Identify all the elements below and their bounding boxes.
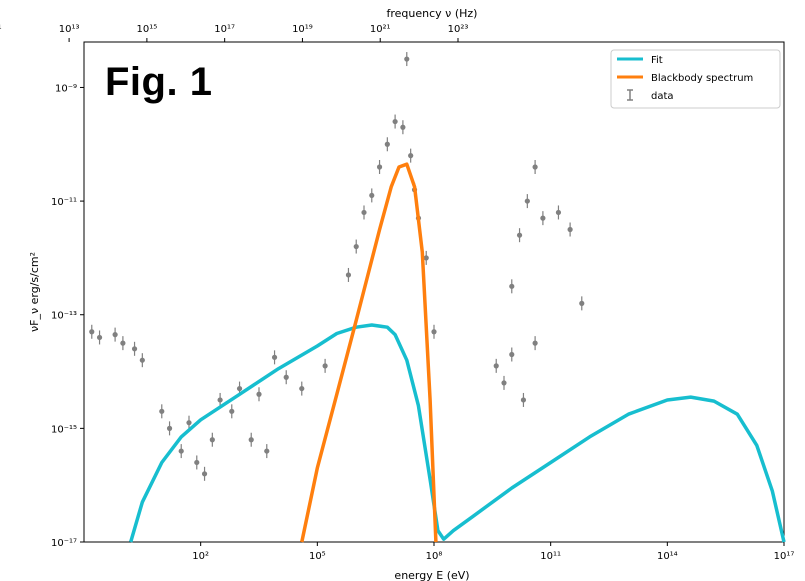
data-point — [400, 124, 406, 130]
data-point — [178, 448, 184, 454]
data-point — [186, 420, 192, 426]
fit-curve — [129, 323, 786, 543]
data-point — [567, 226, 573, 233]
data-point — [248, 437, 254, 443]
y-tick-label: 10⁻¹¹ — [51, 197, 77, 208]
data-point — [345, 272, 352, 278]
data-point — [392, 118, 398, 125]
data-point — [112, 332, 118, 338]
data-point — [96, 334, 103, 341]
data-point — [579, 300, 585, 306]
data-point — [139, 357, 145, 363]
data-point — [256, 391, 262, 397]
data-point — [264, 448, 270, 454]
top-tick-label: 10¹⁹ — [292, 24, 313, 35]
x-tick-label: 10¹⁴ — [657, 551, 678, 562]
top-tick-label: 10²¹ — [370, 24, 391, 35]
data-point — [229, 408, 235, 414]
x-tick-label: 10² — [192, 551, 209, 562]
top-tick-label: 10¹³ — [59, 24, 80, 35]
data-point — [209, 437, 215, 443]
y-tick-label: 10⁻¹⁵ — [51, 424, 77, 435]
top-axis-title: frequency ν (Hz) — [387, 7, 478, 20]
data-point — [120, 340, 126, 346]
data-point — [423, 255, 429, 261]
data-point — [89, 329, 95, 335]
data-point — [493, 363, 499, 369]
data-point — [384, 141, 390, 147]
data-point — [271, 354, 278, 360]
data-point — [509, 283, 515, 289]
data-point — [501, 380, 507, 386]
data-point — [376, 164, 383, 170]
data-point — [201, 471, 208, 477]
y-tick-label: 10⁻⁹ — [55, 83, 77, 94]
data-point — [408, 153, 414, 159]
x-tick-label: 10⁸ — [426, 551, 443, 562]
data-point — [532, 340, 538, 346]
data-point — [131, 346, 138, 352]
y-axis-title: νF_ν erg/s/cm² — [28, 252, 41, 332]
data-point — [520, 397, 527, 403]
legend: Fit Blackbody spectrum data — [610, 49, 781, 109]
data-point — [194, 459, 200, 466]
blackbody-curve — [300, 162, 438, 543]
data-point — [361, 209, 367, 216]
data-point — [540, 215, 546, 221]
data-point — [159, 408, 165, 414]
data-point — [532, 164, 538, 170]
top-tick-label: 10¹⁵ — [137, 24, 158, 35]
data-point — [217, 397, 223, 403]
data-point — [524, 198, 530, 204]
data-point — [369, 192, 375, 199]
legend-data-label: data — [651, 91, 674, 102]
data-point — [166, 425, 173, 431]
y-tick-label: 10⁻¹⁷ — [51, 538, 77, 549]
top-tick-label: 10¹⁷ — [214, 24, 235, 35]
legend-data-swatch — [627, 89, 633, 101]
top-tick-label: 10²³ — [448, 24, 469, 35]
data-point — [431, 329, 437, 335]
x-tick-label: 10⁵ — [309, 551, 326, 562]
x-axis-title: energy E (eV) — [394, 569, 469, 581]
data-point — [555, 209, 562, 216]
top-tick-label: 10¹¹ — [0, 24, 2, 35]
data-point — [322, 363, 328, 369]
y-tick-label: 10⁻¹³ — [51, 311, 77, 322]
data-point — [299, 385, 305, 392]
x-tick-label: 10¹⁷ — [774, 551, 795, 562]
legend-fit-label: Fit — [651, 55, 663, 66]
data-point — [353, 243, 359, 250]
legend-box — [610, 49, 781, 109]
data-point — [283, 374, 289, 380]
figure-label: Fig. 1 — [105, 60, 213, 104]
data-point — [516, 232, 523, 238]
data-point — [404, 56, 410, 62]
data-point — [509, 351, 515, 358]
legend-blackbody-label: Blackbody spectrum — [651, 73, 753, 84]
data-point — [236, 385, 243, 392]
x-tick-label: 10¹¹ — [540, 551, 561, 562]
